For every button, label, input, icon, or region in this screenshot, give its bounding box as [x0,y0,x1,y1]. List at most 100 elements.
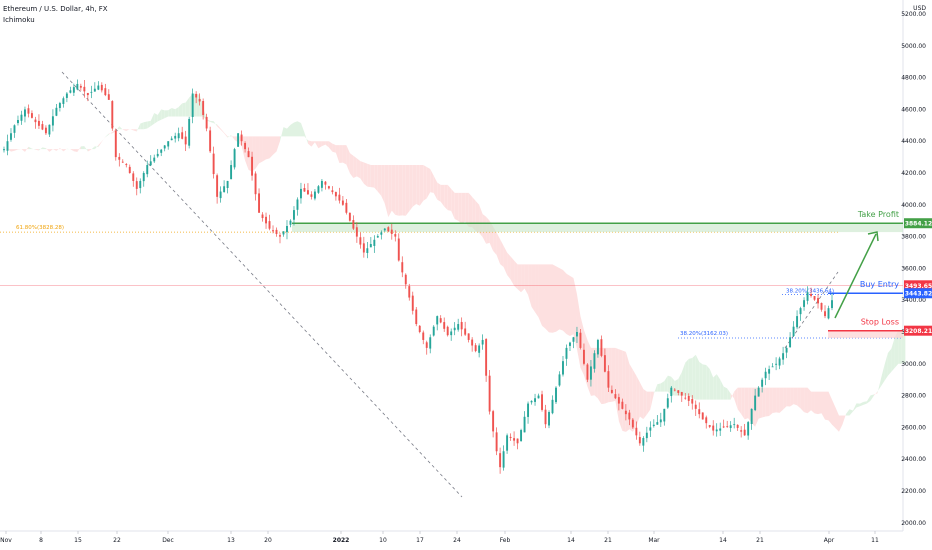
y-tick-label: 3800.00 [901,234,926,241]
candle-body [558,374,561,386]
candle-body [30,113,33,118]
candle-body [153,157,156,162]
candle-body [764,371,767,379]
ichimoku-cloud-segment [451,188,455,220]
ichimoku-cloud-segment [98,141,102,148]
price-scale[interactable] [903,0,932,550]
candle-body [467,333,470,340]
candle-body [244,143,247,150]
ichimoku-cloud-segment [454,192,459,221]
ichimoku-cloud-segment [35,149,39,151]
trend-line-fib-1 [61,71,463,498]
candle-body [624,410,627,415]
candle-body [334,192,337,197]
ichimoku-cloud-segment [709,368,714,400]
x-tick-label: 8 [39,537,43,544]
candle-body [534,398,536,402]
candle-body [817,298,819,304]
ichimoku-cloud-segment [884,353,888,382]
candle-body [37,120,40,126]
ichimoku-cloud-segment [374,165,378,192]
current-price-tag-label: 3493.65 [905,283,932,290]
ichimoku-cloud-segment [426,167,431,199]
candle-body [401,262,404,273]
ichimoku-cloud-segment [496,232,501,265]
ichimoku-cloud-segment [793,387,798,406]
candle-body [41,124,44,130]
ichimoku-cloud-segment [894,330,899,368]
ichimoku-cloud-segment [804,387,808,414]
candle-body [596,339,599,355]
ichimoku-cloud-segment [695,354,700,400]
ichimoku-cloud-segment [370,165,375,188]
ichimoku-cloud-segment [304,132,308,144]
take-profit-tag [904,218,932,229]
candle-body [715,429,718,432]
candle-body [160,149,163,153]
candle-body [589,366,592,380]
ichimoku-cloud-segment [328,141,333,152]
ichimoku-cloud-segment [21,149,25,152]
ichimoku-cloud-segment [119,126,123,130]
candle-body [488,375,491,412]
ichimoku-cloud-segment [552,264,556,333]
ichimoku-cloud-segment [227,135,232,138]
candle-body [824,311,826,317]
ichimoku-cloud-segment [524,264,529,295]
x-tick-label: Feb [500,537,511,544]
candle-body [376,236,379,238]
candle-body [478,345,481,353]
y-tick-label: 4400.00 [901,138,926,145]
candle-body [485,339,488,376]
ichimoku-cloud-segment [412,165,417,207]
candle-body [366,248,369,253]
ichimoku-cloud-segment [56,148,60,151]
candle-body [237,133,240,147]
candle-body [415,309,418,325]
ichimoku-cloud-segment [825,391,829,421]
candle-body [279,235,281,237]
ichimoku-cloud-segment [444,184,448,211]
candle-body [216,175,219,197]
ichimoku-cloud-segment [419,165,424,206]
ichimoku-cloud-segment [108,131,113,135]
ichimoku-cloud-segment [318,141,322,149]
candle-body [541,394,543,410]
candle-body [293,210,295,220]
ichimoku-cloud-segment [608,347,612,403]
candle-body [495,432,498,452]
ichimoku-cloud-segment [367,163,371,188]
candle-body [24,109,26,117]
candle-body [775,363,778,365]
ichimoku-cloud-segment [681,362,686,396]
candle-body [296,199,299,210]
candle-body [258,193,260,213]
y-tick-label: 3600.00 [901,265,926,272]
candle-body [579,332,582,348]
candle-body [551,399,554,414]
x-tick-label: 17 [416,537,424,544]
x-tick-label: 24 [453,537,461,544]
x-tick-label: 14 [567,537,575,544]
ichimoku-cloud-segment [273,136,277,155]
ichimoku-cloud-segment [835,407,839,432]
candle-body [313,191,316,199]
ichimoku-cloud-segment [901,331,906,364]
candle-body [719,428,722,431]
ichimoku-cloud-segment [290,122,294,137]
candle-body [27,108,30,114]
ichimoku-cloud-segment [891,337,895,372]
ichimoku-cloud-segment [741,387,745,420]
ichimoku-cloud-segment [140,122,144,130]
ichimoku-cloud-segment [101,136,106,142]
candle-body [247,151,250,158]
candle-body [397,238,400,261]
ichimoku-cloud-segment [266,136,270,160]
y-tick-label: 3000.00 [901,361,926,368]
ichimoku-cloud-segment [828,391,832,425]
ichimoku-cloud-segment [611,347,616,402]
candle-body [614,394,617,399]
candle-body [471,339,474,346]
